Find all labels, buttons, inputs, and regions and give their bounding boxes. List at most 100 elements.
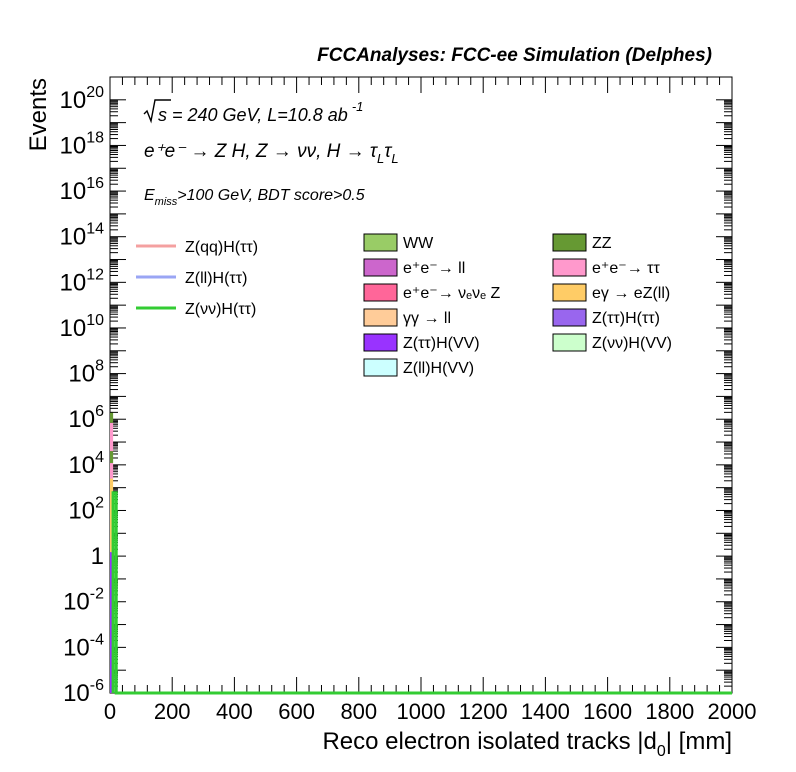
x-axis-label-sub: 0 <box>657 743 666 760</box>
background-legend-label: e⁺e⁻→ νₑνₑ Z <box>403 285 500 302</box>
x-tick-label: 1400 <box>521 699 570 724</box>
y-tick-label: 1010 <box>60 312 105 342</box>
annotation-cut-rest: >100 GeV, BDT score>0.5 <box>177 187 364 204</box>
y-tick-base: 10 <box>68 406 95 433</box>
stack-segment <box>110 422 114 452</box>
background-legend-label: Z(ττ)H(VV) <box>403 335 480 352</box>
background-legend-swatch <box>363 233 398 252</box>
y-tick-exponent: 4 <box>95 449 104 466</box>
y-tick-label: 10-6 <box>63 677 104 707</box>
background-legend-swatch <box>552 283 587 302</box>
annotation-tau2: τ <box>384 141 393 162</box>
y-tick-exponent: 10 <box>86 312 104 329</box>
background-legend-swatch <box>363 358 398 377</box>
background-legend-label: e⁺e⁻→ ττ <box>592 260 660 277</box>
background-legend-label: γγ → ll <box>403 310 451 327</box>
x-axis-ticks: 0 200 400 600 800 1000 1200 1400 1600 1800 2000 <box>104 77 757 724</box>
y-tick-exponent: 20 <box>86 84 104 101</box>
x-tick-label: 2000 <box>708 699 757 724</box>
y-tick-label: 104 <box>68 449 104 479</box>
y-tick-exponent: 8 <box>95 358 104 375</box>
annotation-cut-e: E <box>144 187 155 204</box>
background-legend-swatch <box>363 333 398 352</box>
y-tick-base: 10 <box>60 315 87 342</box>
background-legend-swatch <box>363 283 398 302</box>
y-tick-base: 10 <box>63 589 90 616</box>
y-tick-exponent: -6 <box>90 677 104 694</box>
x-axis-label-main: Reco electron isolated tracks |d <box>322 728 656 755</box>
background-legend-label: Z(νν)H(VV) <box>592 335 672 352</box>
y-tick-exponent: 16 <box>86 175 104 192</box>
y-tick-label: 1014 <box>60 221 105 251</box>
y-tick-label: 1012 <box>60 266 105 296</box>
annotation-energy: s = 240 GeV, L=10.8 ab -1 <box>143 99 363 125</box>
background-legend-swatch <box>363 308 398 327</box>
background-legend-label: Z(ll)H(VV) <box>403 360 474 377</box>
y-tick-base: 10 <box>68 497 95 524</box>
y-tick-base: 10 <box>68 452 95 479</box>
y-tick-exponent: -2 <box>90 586 104 603</box>
y-tick-label: 10-4 <box>63 631 104 661</box>
y-tick-label: 106 <box>68 403 104 433</box>
x-tick-label: 400 <box>216 699 253 724</box>
y-tick-base: 10 <box>60 224 87 251</box>
y-tick-label: 108 <box>68 358 104 388</box>
x-tick-label: 1800 <box>645 699 694 724</box>
y-tick-label: 1016 <box>60 175 105 205</box>
signal-line-znunu-htautau <box>111 491 732 695</box>
y-tick-base: 10 <box>60 178 87 205</box>
y-tick-base: 10 <box>60 132 87 159</box>
y-tick-base: 10 <box>68 361 95 388</box>
background-legend-label: eγ → eZ(ll) <box>592 285 670 302</box>
annotation-cut-sub: miss <box>155 196 178 208</box>
x-tick-label: 1200 <box>459 699 508 724</box>
y-tick-label: 10-2 <box>63 586 104 616</box>
background-legend-label: ZZ <box>592 235 612 252</box>
stack-segment <box>110 451 114 464</box>
y-tick-base: 10 <box>60 87 87 114</box>
x-tick-label: 0 <box>104 699 116 724</box>
x-tick-label: 800 <box>340 699 377 724</box>
y-tick-exponent: 18 <box>86 129 104 146</box>
x-tick-label: 200 <box>154 699 191 724</box>
signal-legend-label: Z(qq)H(ττ) <box>185 239 258 256</box>
sqrt-symbol <box>143 99 171 124</box>
y-axis-label: Events <box>25 78 52 151</box>
svg-text:s = 240 GeV, L=10.8 ab-1: s = 240 GeV, L=10.8 ab -1 <box>158 99 363 125</box>
signal-legend: Z(qq)H(ττ) Z(ll)H(ττ) Z(νν)H(ττ) <box>136 239 258 318</box>
background-legend-swatch <box>552 308 587 327</box>
y-tick-exponent: 2 <box>95 494 104 511</box>
background-legend-label: Z(ττ)H(ττ) <box>592 310 660 327</box>
background-legend-label: e⁺e⁻→ ll <box>403 260 465 277</box>
x-tick-label: 1600 <box>583 699 632 724</box>
stack-segment <box>110 463 114 479</box>
annotation-cut: Emiss>100 GeV, BDT score>0.5 <box>144 187 365 208</box>
background-legend-label: WW <box>403 235 434 252</box>
y-tick-base: 10 <box>63 634 90 661</box>
x-tick-label: 1000 <box>397 699 446 724</box>
annotation-energy-text: = 240 GeV, L=10.8 ab <box>167 105 348 125</box>
background-legend-swatch <box>552 258 587 277</box>
stack-segment <box>110 412 114 423</box>
x-tick-label: 600 <box>278 699 315 724</box>
annotation-sub-l2: L <box>391 151 398 166</box>
y-tick-label: 102 <box>68 494 104 524</box>
background-legend-swatch <box>552 233 587 252</box>
x-axis-label: Reco electron isolated tracks |d0| [mm] <box>322 728 732 760</box>
signal-legend-label: Z(νν)H(ττ) <box>185 301 256 318</box>
annotation-sqrt-s: s <box>158 105 167 125</box>
x-axis-label-end: | [mm] <box>666 728 732 755</box>
background-legend: WW ZZ e⁺e⁻→ ll e⁺e⁻→ ττ e⁺e⁻→ νₑνₑ Z eγ → eZ(… <box>363 233 672 377</box>
y-tick-exponent: 12 <box>86 266 104 283</box>
annotation-sub-l1: L <box>377 151 384 166</box>
y-tick-base: 10 <box>63 680 90 707</box>
chart-header: FCCAnalyses: FCC-ee Simulation (Delphes) <box>317 45 712 66</box>
signal-legend-label: Z(ll)H(ττ) <box>185 270 247 287</box>
stack-segment <box>110 552 114 693</box>
annotation-lumi-exp: -1 <box>352 99 364 114</box>
stacked-bars <box>110 411 732 695</box>
y-tick-exponent: -4 <box>90 631 104 648</box>
y-tick-exponent: 6 <box>95 403 104 420</box>
y-tick-label: 1 <box>91 543 104 570</box>
